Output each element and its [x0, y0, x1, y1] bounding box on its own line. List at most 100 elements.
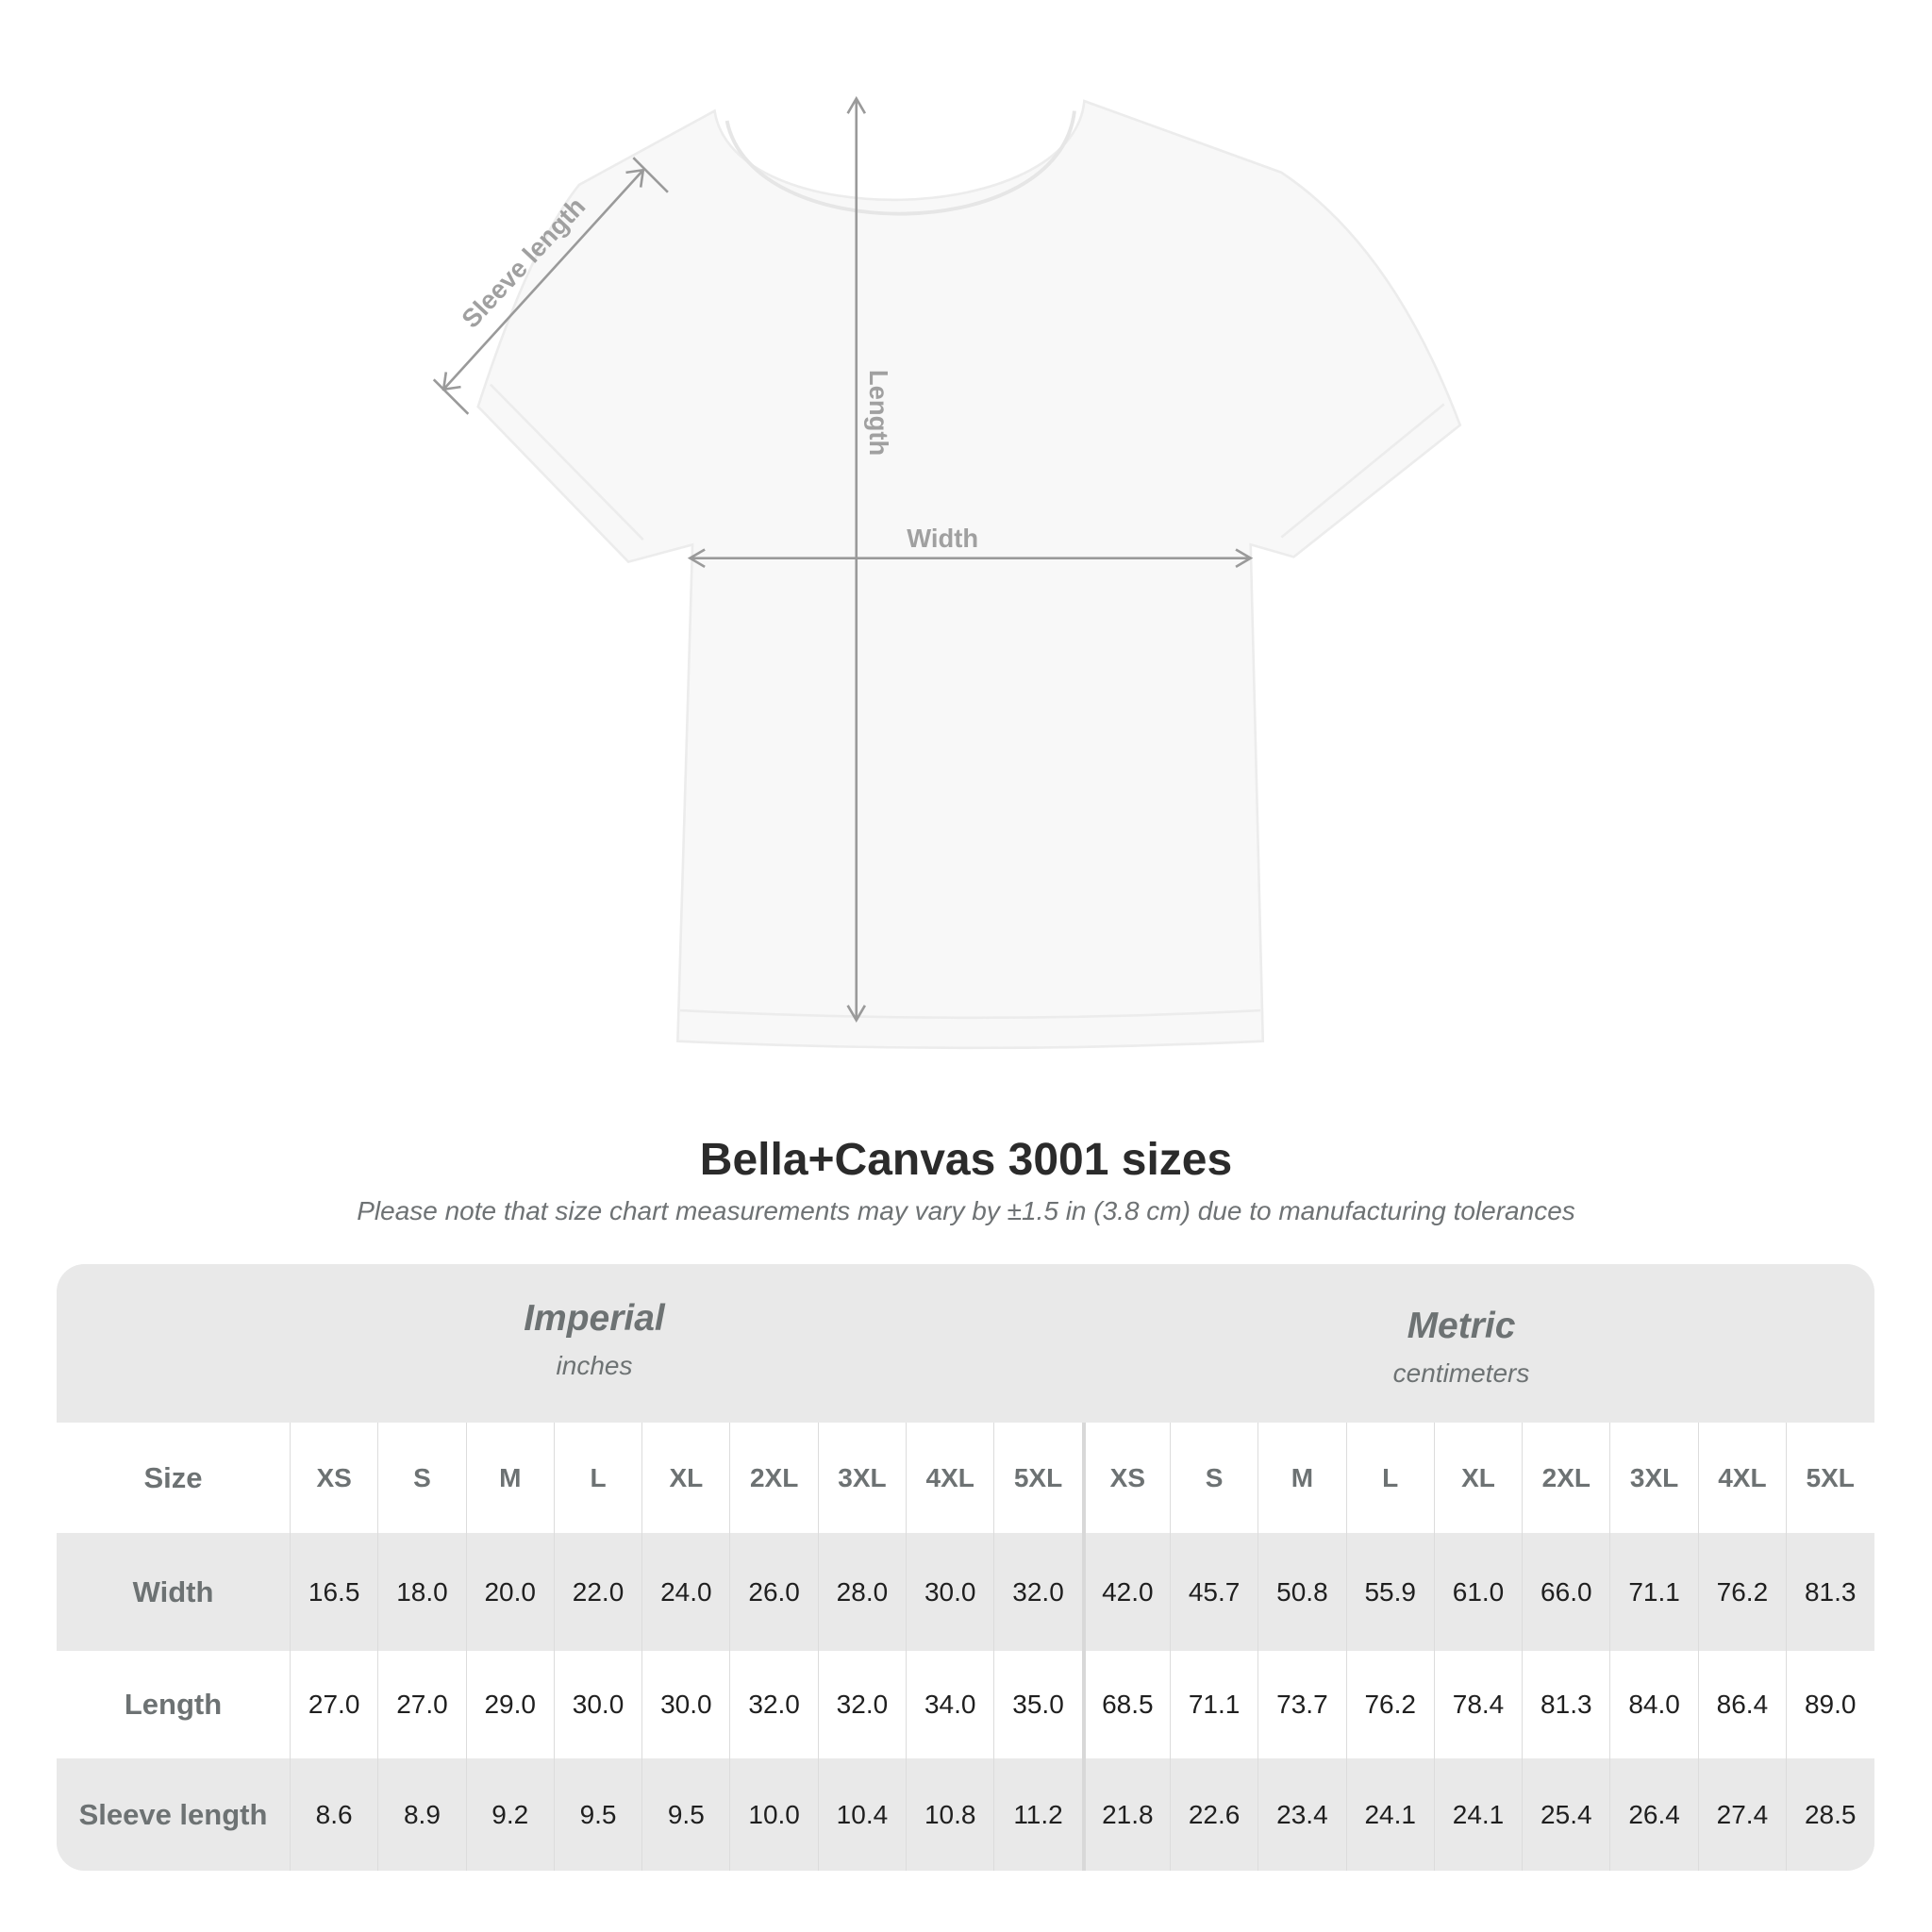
size-header-imperial: XL	[641, 1423, 729, 1533]
imperial-value: 24.0	[641, 1533, 729, 1651]
metric-value: 66.0	[1522, 1533, 1609, 1651]
metric-value: 71.1	[1609, 1533, 1697, 1651]
metric-value: 27.4	[1697, 1758, 1786, 1871]
imperial-value: 35.0	[993, 1651, 1081, 1758]
imperial-value: 27.0	[377, 1651, 465, 1758]
imperial-value: 26.0	[729, 1533, 817, 1651]
metric-unit: centimeters	[1392, 1358, 1530, 1388]
imperial-value: 34.0	[906, 1651, 993, 1758]
imperial-value: 32.0	[993, 1533, 1081, 1651]
imperial-header: Imperial inches	[311, 1298, 877, 1381]
size-header-row: Size XS S M L XL 2XL 3XL 4XL 5XL XS S M L XL 2XL 3XL 4XL 5…	[57, 1423, 1874, 1533]
imperial-value: 30.0	[553, 1651, 641, 1758]
row-label: Sleeve length	[78, 1797, 268, 1831]
imperial-value: 16.5	[290, 1533, 377, 1651]
length-label: Length	[864, 370, 893, 456]
metric-header: Metric centimeters	[1178, 1306, 1744, 1389]
length-arrow-head-top	[846, 95, 867, 114]
metric-value: 21.8	[1081, 1758, 1170, 1871]
sleeve-arrow	[442, 169, 644, 391]
size-header-metric: M	[1257, 1423, 1345, 1533]
imperial-value: 29.0	[465, 1651, 554, 1758]
size-header-imperial: 2XL	[729, 1423, 817, 1533]
imperial-value: 8.9	[377, 1758, 465, 1871]
imperial-value: 9.2	[465, 1758, 554, 1871]
metric-value: 81.3	[1522, 1651, 1609, 1758]
table-row: Length 27.0 27.0 29.0 30.0 30.0 32.0 32.0 34.0 35…	[57, 1651, 1874, 1758]
imperial-value: 32.0	[729, 1651, 817, 1758]
metric-value: 89.0	[1786, 1651, 1874, 1758]
imperial-value: 27.0	[290, 1651, 377, 1758]
metric-title: Metric	[1407, 1306, 1516, 1346]
size-header-imperial: 4XL	[906, 1423, 993, 1533]
imperial-value: 9.5	[641, 1758, 729, 1871]
imperial-value: 10.8	[906, 1758, 993, 1871]
sleeve-cuff-left	[489, 383, 644, 541]
unit-header-band	[57, 1264, 1874, 1423]
metric-value: 26.4	[1609, 1758, 1697, 1871]
imperial-value: 30.0	[641, 1651, 729, 1758]
imperial-value: 22.0	[553, 1533, 641, 1651]
table-row: Sleeve length 8.6 8.9 9.2 9.5 9.5 10.0 10.4 10.8…	[57, 1758, 1874, 1871]
page-title: Bella+Canvas 3001 sizes	[699, 1135, 1233, 1185]
metric-value: 76.2	[1697, 1533, 1786, 1651]
size-header-metric: S	[1169, 1423, 1257, 1533]
metric-value: 25.4	[1522, 1758, 1609, 1871]
imperial-value: 10.0	[729, 1758, 817, 1871]
imperial-title: Imperial	[524, 1298, 665, 1339]
width-arrow-head-left	[687, 548, 706, 568]
metric-value: 84.0	[1609, 1651, 1697, 1758]
sleeve-arrow-head-bottom	[441, 372, 461, 391]
size-header-metric: L	[1345, 1423, 1434, 1533]
metric-value: 42.0	[1081, 1533, 1170, 1651]
metric-value: 50.8	[1257, 1533, 1345, 1651]
metric-value: 45.7	[1169, 1533, 1257, 1651]
size-header-metric: 3XL	[1609, 1423, 1697, 1533]
width-label: Width	[907, 524, 978, 553]
metric-value: 73.7	[1257, 1651, 1345, 1758]
metric-value: 22.6	[1169, 1758, 1257, 1871]
size-header-imperial: L	[553, 1423, 641, 1533]
imperial-value: 9.5	[553, 1758, 641, 1871]
imperial-value: 28.0	[817, 1533, 906, 1651]
size-header-metric: XL	[1433, 1423, 1522, 1533]
metric-value: 86.4	[1697, 1651, 1786, 1758]
metric-value: 28.5	[1786, 1758, 1874, 1871]
size-header-imperial: XS	[290, 1423, 377, 1533]
row-label: Width	[132, 1574, 214, 1608]
imperial-value: 20.0	[465, 1533, 554, 1651]
metric-value: 68.5	[1081, 1651, 1170, 1758]
table-row: Width 16.5 18.0 20.0 22.0 24.0 26.0 28.0 30.0 32.…	[57, 1533, 1874, 1651]
sleeve-arrow-tick-bottom	[432, 378, 470, 415]
sleeve-arrow-tick-top	[632, 157, 669, 193]
width-arrow-head-right	[1235, 548, 1254, 568]
metric-value: 61.0	[1433, 1533, 1522, 1651]
metric-value: 24.1	[1433, 1758, 1522, 1871]
hem	[679, 1008, 1261, 1020]
size-header-imperial: S	[377, 1423, 465, 1533]
metric-value: 78.4	[1433, 1651, 1522, 1758]
size-header-metric: 5XL	[1786, 1423, 1874, 1533]
metric-value: 81.3	[1786, 1533, 1874, 1651]
imperial-value: 8.6	[290, 1758, 377, 1871]
imperial-unit: inches	[556, 1351, 633, 1380]
metric-value: 24.1	[1345, 1758, 1434, 1871]
size-header-imperial: M	[465, 1423, 554, 1533]
size-header-metric: XS	[1081, 1423, 1170, 1533]
sleeve-arrow-head-top	[625, 168, 645, 188]
sleeve-cuff-right	[1280, 403, 1445, 539]
metric-value: 76.2	[1345, 1651, 1434, 1758]
imperial-value: 10.4	[817, 1758, 906, 1871]
size-header-imperial: 3XL	[817, 1423, 906, 1533]
imperial-value: 30.0	[906, 1533, 993, 1651]
length-arrow-head-bottom	[846, 1005, 867, 1024]
collar	[724, 110, 1076, 216]
imperial-value: 32.0	[817, 1651, 906, 1758]
size-header-metric: 4XL	[1697, 1423, 1786, 1533]
size-chart-table: Imperial inches Metric centimeters Size X…	[57, 1264, 1874, 1871]
tolerance-note: Please note that size chart measurements…	[357, 1196, 1575, 1225]
tshirt-shape	[476, 99, 1462, 1050]
imperial-value: 11.2	[993, 1758, 1081, 1871]
metric-value: 55.9	[1345, 1533, 1434, 1651]
